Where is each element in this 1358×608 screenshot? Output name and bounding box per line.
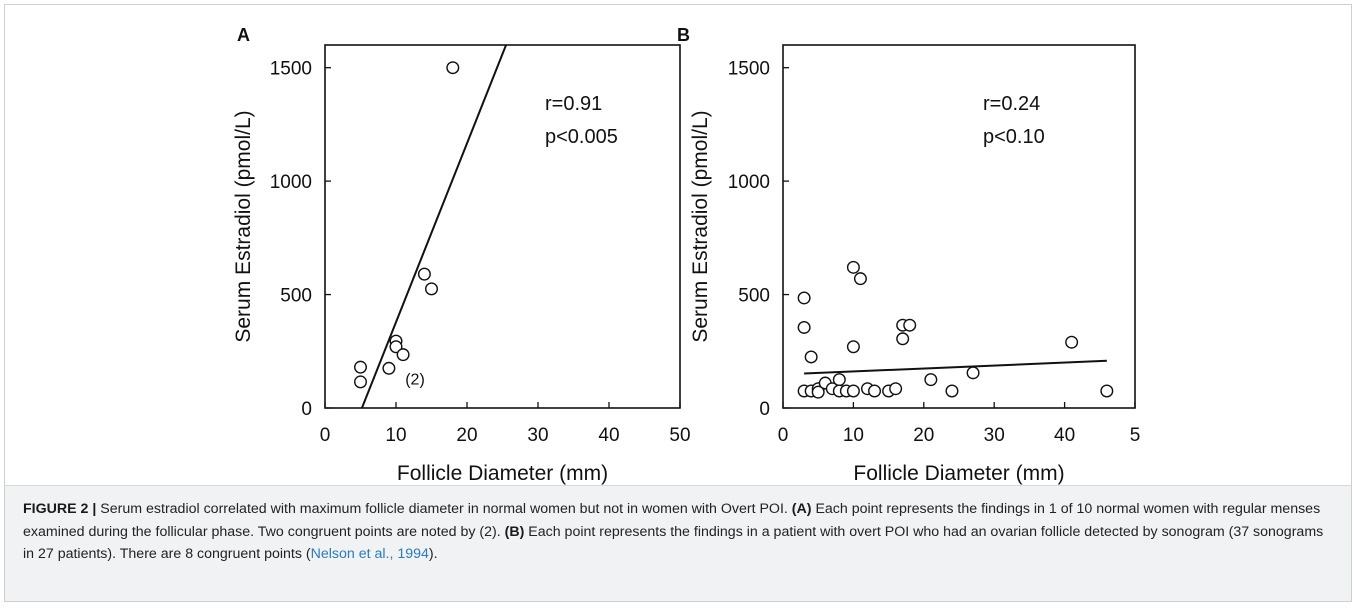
- x-tick-label-a-4: 40: [598, 425, 619, 446]
- data-point-b-12: [846, 384, 860, 398]
- caption-text-2: Each point represents the findings in 1 …: [23, 501, 1321, 540]
- data-point-b-19: [889, 382, 903, 396]
- data-point-b-17: [868, 384, 882, 398]
- fit-line-b: [804, 359, 1107, 375]
- annotation-a-2: (2): [405, 372, 425, 389]
- caption-label: FIGURE 2 |: [23, 501, 97, 517]
- data-point-b-15: [853, 272, 867, 286]
- x-tick-label-a-3: 30: [527, 425, 548, 446]
- data-point-a-7: [425, 282, 439, 296]
- y-axis-label-b: Serum Estradiol (pmol/L): [689, 110, 712, 342]
- data-point-b-6: [811, 385, 825, 399]
- x-axis-label-b: Follicle Diameter (mm): [853, 462, 1064, 485]
- data-point-b-0: [797, 291, 811, 305]
- annotation-a-1: p<0.005: [545, 126, 618, 148]
- data-point-a-4: [389, 340, 403, 354]
- x-tick-label-b-3: 30: [984, 425, 1005, 446]
- data-point-a-2: [382, 361, 396, 375]
- plot-frame-a: [324, 44, 681, 409]
- data-point-b-14: [846, 260, 860, 274]
- y-tick-label-a-0: 0: [301, 399, 312, 420]
- x-tick-label-a-2: 20: [456, 425, 477, 446]
- data-point-a-6: [417, 267, 431, 281]
- data-point-b-23: [924, 373, 938, 387]
- data-point-a-0: [354, 360, 368, 374]
- panel-label-a: A: [237, 25, 250, 45]
- data-point-b-27: [1100, 384, 1114, 398]
- caption-text-4: ).: [428, 546, 438, 562]
- x-tick-label-a-1: 10: [385, 425, 406, 446]
- plot-frame-b: [782, 44, 1136, 409]
- y-tick-label-a-1: 500: [280, 286, 312, 307]
- x-tick-label-b-4: 40: [1054, 425, 1075, 446]
- annotation-a-0: r=0.91: [545, 93, 602, 115]
- figure-frame: A 0 10 20 30 40 50 0 500 1000 1500 Follicle Diamete…: [4, 4, 1352, 602]
- y-tick-label-b-0: 0: [759, 399, 770, 420]
- x-tick-label-a-5: 50: [669, 425, 690, 446]
- y-tick-label-b-1: 500: [738, 286, 770, 307]
- caption-label-b: (B): [504, 523, 525, 540]
- data-point-b-20: [896, 332, 910, 346]
- x-tick-label-b-5: 5: [1130, 425, 1141, 446]
- data-point-a-8: [446, 61, 460, 75]
- y-tick-label-a-2: 1000: [270, 172, 312, 193]
- x-tick-label-b-2: 20: [913, 425, 934, 446]
- annotation-b-0: r=0.24: [983, 93, 1040, 115]
- y-tick-label-a-3: 1500: [270, 59, 312, 80]
- caption-label-a: (A): [791, 501, 812, 517]
- x-tick-label-b-1: 10: [843, 425, 864, 446]
- caption-text-1: Serum estradiol correlated with maximum …: [96, 501, 792, 517]
- y-tick-label-b-2: 1000: [728, 172, 770, 193]
- x-tick-label-a-0: 0: [320, 425, 331, 446]
- y-tick-label-b-3: 1500: [728, 59, 770, 80]
- panel-label-b: B: [677, 25, 690, 45]
- data-point-b-24: [945, 384, 959, 398]
- data-point-a-5: [396, 348, 410, 362]
- figure-area: A 0 10 20 30 40 50 0 500 1000 1500 Follicle Diamete…: [5, 5, 1353, 485]
- data-point-b-25: [966, 366, 980, 380]
- citation-link[interactable]: Nelson et al., 1994: [310, 546, 429, 562]
- data-point-b-2: [804, 350, 818, 364]
- y-axis-label-a: Serum Estradiol (pmol/L): [232, 110, 255, 342]
- figure-caption: FIGURE 2 | Serum estradiol correlated wi…: [5, 485, 1351, 601]
- data-point-b-13: [846, 340, 860, 354]
- data-point-b-9: [832, 373, 846, 387]
- annotation-b-1: p<0.10: [983, 126, 1045, 148]
- x-axis-label-a: Follicle Diameter (mm): [397, 462, 608, 485]
- caption-text-3: Each point represents the findings in a …: [23, 523, 1324, 563]
- fit-line-a: [360, 45, 507, 408]
- data-point-b-22: [903, 318, 917, 332]
- data-point-a-1: [354, 375, 368, 389]
- x-tick-label-b-0: 0: [778, 425, 789, 446]
- data-point-b-26: [1065, 335, 1079, 349]
- data-point-b-1: [797, 320, 811, 334]
